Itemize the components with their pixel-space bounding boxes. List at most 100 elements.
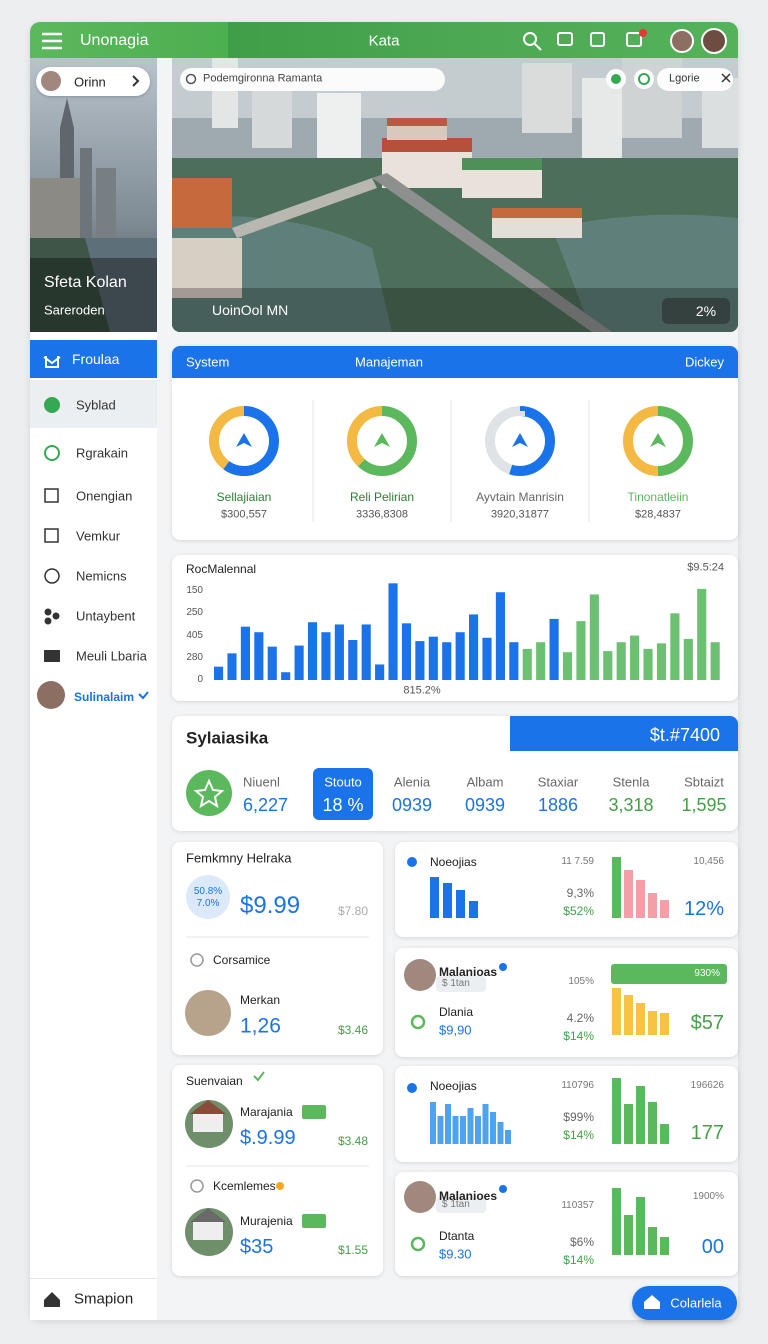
metric: $6% bbox=[569, 1235, 594, 1249]
metric: $52% bbox=[563, 904, 594, 918]
chart-corner: $9.5:24 bbox=[687, 561, 724, 574]
big-metric: 00 bbox=[701, 1236, 724, 1258]
sub-label: Dlania bbox=[439, 1005, 474, 1019]
menu-item[interactable]: Nemicns bbox=[76, 568, 127, 584]
user-name[interactable]: Sulinalaim bbox=[74, 690, 135, 704]
menu-item[interactable]: Onengian bbox=[76, 488, 133, 504]
menu-item[interactable]: Rgrakain bbox=[76, 445, 129, 461]
sub-label: Dtanta bbox=[439, 1229, 475, 1243]
donut-label: Tinonatleiin bbox=[627, 490, 689, 504]
price: $9.99 bbox=[240, 892, 301, 919]
tag-text: $ 1tan bbox=[442, 978, 470, 989]
hero-subtitle: Sareroden bbox=[44, 302, 105, 318]
price: $35 bbox=[240, 1236, 274, 1258]
amount: 1,26 bbox=[240, 1014, 281, 1038]
metric: 110796 bbox=[561, 1080, 594, 1091]
menu-item[interactable]: Meuli Lbaria bbox=[76, 648, 147, 664]
price: $.9.99 bbox=[240, 1127, 296, 1149]
tag-text: $ 1tan bbox=[442, 1199, 470, 1210]
donut-label: Ayvtain Manrisin bbox=[476, 490, 564, 504]
stat-label[interactable]: Niuenl bbox=[243, 774, 280, 790]
stat-label[interactable]: Sbtaizt bbox=[684, 774, 724, 790]
card-title: Noeojias bbox=[430, 855, 477, 869]
stat-value: 0939 bbox=[391, 795, 433, 815]
profile-name[interactable]: Orinn bbox=[74, 74, 106, 90]
metric: 1900% bbox=[692, 1191, 724, 1202]
tab[interactable]: Manajeman bbox=[355, 354, 423, 370]
system-header bbox=[172, 346, 738, 378]
y-tick-label: 405 bbox=[186, 629, 203, 641]
stat-label[interactable]: Alenia bbox=[393, 774, 431, 790]
change: $1.55 bbox=[337, 1243, 368, 1257]
metric: 11 7.59 bbox=[561, 856, 594, 867]
stats-title: Sylaiasika bbox=[186, 728, 269, 748]
metric: 9,3% bbox=[566, 886, 594, 900]
chip[interactable]: Lgorie bbox=[669, 72, 700, 85]
donut-label: Reli Pelirian bbox=[349, 490, 415, 504]
item-name: Marajania bbox=[240, 1105, 293, 1119]
price: $9.30 bbox=[439, 1246, 472, 1262]
item-name: Murajenia bbox=[240, 1214, 293, 1228]
old-price: $7.80 bbox=[337, 904, 368, 918]
menu-item[interactable]: Untaybent bbox=[76, 608, 136, 624]
donut-value: 3336,8308 bbox=[356, 508, 408, 521]
progress-label: 930% bbox=[694, 968, 720, 979]
y-tick-label: 250 bbox=[186, 607, 203, 619]
page-title: Kata bbox=[368, 32, 400, 50]
stat-value: 18 % bbox=[322, 795, 364, 815]
footer-link[interactable]: Smapion bbox=[74, 1290, 134, 1308]
y-tick-label: 280 bbox=[186, 651, 203, 663]
stat-value: 1886 bbox=[537, 795, 579, 815]
menu-item[interactable]: Froulaa bbox=[72, 351, 120, 367]
donut-label: Sellajiaian bbox=[216, 490, 272, 504]
metric: 4.2% bbox=[566, 1011, 594, 1025]
card-title: Noeojias bbox=[430, 1079, 477, 1093]
big-metric: $57 bbox=[690, 1012, 724, 1034]
brand: Unonagia bbox=[80, 32, 149, 49]
filter-chip[interactable] bbox=[657, 68, 733, 91]
search-text[interactable]: Podemgironna Ramanta bbox=[203, 72, 323, 85]
search-bar[interactable] bbox=[180, 68, 445, 91]
card-title: Malanioes bbox=[439, 1189, 498, 1203]
chart-title: RocMalennal bbox=[186, 562, 257, 576]
stats-active-box[interactable] bbox=[313, 768, 373, 820]
fab-label[interactable]: Colarlela bbox=[670, 1295, 722, 1311]
stats-total-box bbox=[510, 716, 738, 751]
metric: $14% bbox=[563, 1128, 594, 1142]
stat-value: 6,227 bbox=[243, 795, 289, 815]
badge-text: 50.8% bbox=[193, 886, 223, 897]
tab[interactable]: System bbox=[186, 354, 230, 370]
stat-label[interactable]: Staxiar bbox=[537, 774, 579, 790]
section-title: Kcemlemes bbox=[213, 1179, 276, 1193]
price: $9,90 bbox=[439, 1022, 472, 1038]
menu-item[interactable]: Syblad bbox=[76, 397, 116, 413]
item-name: Merkan bbox=[240, 993, 281, 1007]
stat-label[interactable]: Stenla bbox=[612, 774, 650, 790]
stat-label[interactable]: Albam bbox=[466, 774, 504, 790]
hero-badge: 2% bbox=[695, 303, 717, 319]
card-title: Femkmny Helraka bbox=[186, 850, 292, 866]
menu-item[interactable]: Vemkur bbox=[76, 528, 121, 544]
big-metric: 12% bbox=[683, 898, 724, 920]
stats-total: $t.#7400 bbox=[649, 725, 720, 745]
tab[interactable]: Dickey bbox=[684, 354, 724, 370]
y-tick-label: 150 bbox=[186, 585, 203, 597]
big-metric: 177 bbox=[690, 1122, 724, 1144]
change: $3.46 bbox=[337, 1023, 368, 1037]
card-title: Malanioas bbox=[439, 965, 498, 979]
section-title: Corsamice bbox=[213, 953, 271, 967]
hero-caption: UoinOol MN bbox=[212, 302, 289, 318]
metric: 105% bbox=[568, 976, 594, 987]
hero-image bbox=[172, 58, 738, 332]
change: $3.48 bbox=[337, 1134, 368, 1148]
stat-label[interactable]: Stouto bbox=[324, 774, 362, 790]
chart-card bbox=[172, 555, 738, 701]
donut-value: 3920,31877 bbox=[490, 508, 550, 521]
metric: $14% bbox=[563, 1253, 594, 1267]
right-card bbox=[395, 1066, 738, 1162]
hero-title: Sfeta Kolan bbox=[44, 274, 127, 291]
metric: 10,456 bbox=[693, 856, 724, 867]
progress-bar bbox=[611, 964, 727, 984]
metric: $14% bbox=[563, 1029, 594, 1043]
